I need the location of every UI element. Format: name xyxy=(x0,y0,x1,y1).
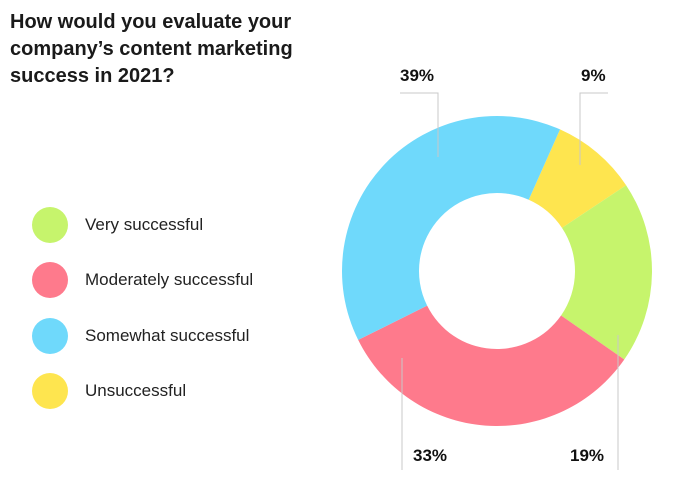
legend-swatch xyxy=(32,262,68,299)
data-label: 33% xyxy=(413,446,447,465)
legend-item: Somewhat successful xyxy=(32,308,253,364)
data-label: 39% xyxy=(400,66,434,85)
legend-item: Very successful xyxy=(32,197,253,253)
data-label: 9% xyxy=(581,66,606,85)
legend-label: Somewhat successful xyxy=(85,325,250,345)
legend: Very successful Moderately successful Some… xyxy=(32,197,253,419)
slice-very-successful xyxy=(561,185,652,360)
legend-swatch xyxy=(32,206,68,243)
legend-label: Very successful xyxy=(85,214,204,234)
leader-line xyxy=(400,92,439,157)
slice-somewhat-successful xyxy=(341,115,561,340)
slice-unsuccessful xyxy=(528,129,627,228)
data-label: 19% xyxy=(570,446,604,465)
chart-title: How would you evaluate your company’s co… xyxy=(10,11,293,87)
legend-item: Unsuccessful xyxy=(32,364,253,420)
legend-swatch xyxy=(32,373,68,410)
leader-line xyxy=(579,92,608,165)
legend-swatch xyxy=(32,317,68,354)
legend-item: Moderately successful xyxy=(32,253,253,309)
legend-label: Moderately successful xyxy=(85,270,254,290)
legend-label: Unsuccessful xyxy=(85,381,187,401)
slice-moderately-successful xyxy=(358,305,625,426)
